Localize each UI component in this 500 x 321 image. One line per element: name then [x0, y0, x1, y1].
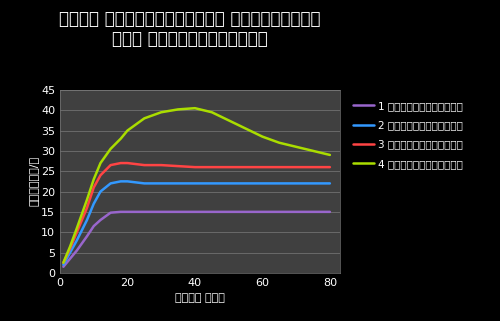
- 3 つのクエリコンポーネント: [293, 165, 299, 169]
- 1 つのクエリコンポーネント: [124, 210, 130, 214]
- 1 つのクエリコンポーネント: [192, 210, 198, 214]
- 3 つのクエリコンポーネント: [90, 186, 96, 189]
- 4 つのクエリコンポーネント: [142, 117, 148, 120]
- 3 つのクエリコンポーネント: [327, 165, 333, 169]
- 3 つのクエリコンポーネント: [142, 163, 148, 167]
- 4 つのクエリコンポーネント: [310, 149, 316, 153]
- 2 つのクエリコンポーネント: [67, 251, 73, 255]
- 2 つのクエリコンポーネント: [118, 179, 124, 183]
- Line: 3 つのクエリコンポーネント: 3 つのクエリコンポーネント: [64, 163, 330, 263]
- 4 つのクエリコンポーネント: [158, 110, 164, 114]
- 2 つのクエリコンポーネント: [108, 181, 114, 185]
- 4 つのクエリコンポーネント: [124, 129, 130, 133]
- 2 つのクエリコンポーネント: [327, 181, 333, 185]
- 3 つのクエリコンポーネント: [118, 161, 124, 165]
- 4 つのクエリコンポーネント: [84, 198, 90, 202]
- 4 つのクエリコンポーネント: [67, 245, 73, 248]
- Line: 1 つのクエリコンポーネント: 1 つのクエリコンポーネント: [64, 212, 330, 267]
- 1 つのクエリコンポーネント: [60, 265, 66, 269]
- Y-axis label: リクエスト数/秒: リクエスト数/秒: [28, 156, 38, 206]
- 4 つのクエリコンポーネント: [226, 118, 232, 122]
- 4 つのクエリコンポーネント: [118, 137, 124, 141]
- 1 つのクエリコンポーネント: [327, 210, 333, 214]
- 3 つのクエリコンポーネント: [124, 161, 130, 165]
- 4 つのクエリコンポーネント: [192, 106, 198, 110]
- 3 つのクエリコンポーネント: [67, 247, 73, 250]
- 2 つのクエリコンポーネント: [226, 181, 232, 185]
- 3 つのクエリコンポーネント: [84, 206, 90, 210]
- 4 つのクエリコンポーネント: [260, 135, 266, 139]
- Line: 2 つのクエリコンポーネント: 2 つのクエリコンポーネント: [64, 181, 330, 265]
- 1 つのクエリコンポーネント: [90, 224, 96, 228]
- Line: 4 つのクエリコンポーネント: 4 つのクエリコンポーネント: [64, 108, 330, 263]
- 1 つのクエリコンポーネント: [158, 210, 164, 214]
- 1 つのクエリコンポーネント: [226, 210, 232, 214]
- 1 つのクエリコンポーネント: [67, 257, 73, 261]
- 3 つのクエリコンポーネント: [226, 165, 232, 169]
- 4 つのクエリコンポーネント: [327, 153, 333, 157]
- 4 つのクエリコンポーネント: [175, 108, 181, 111]
- 2 つのクエリコンポーネント: [260, 181, 266, 185]
- 3 つのクエリコンポーネント: [260, 165, 266, 169]
- 4 つのクエリコンポーネント: [276, 141, 282, 145]
- 2 つのクエリコンポーネント: [60, 263, 66, 267]
- 1 つのクエリコンポーネント: [260, 210, 266, 214]
- 3 つのクエリコンポーネント: [60, 261, 66, 265]
- 1 つのクエリコンポーネント: [118, 210, 124, 214]
- 2 つのクエリコンポーネント: [293, 181, 299, 185]
- 4 つのクエリコンポーネント: [98, 161, 103, 165]
- 2 つのクエリコンポーネント: [84, 218, 90, 222]
- 2 つのクエリコンポーネント: [124, 179, 130, 183]
- 3 つのクエリコンポーネント: [98, 173, 103, 177]
- 1 つのクエリコンポーネント: [108, 211, 114, 215]
- 4 つのクエリコンポーネント: [293, 145, 299, 149]
- 3 つのクエリコンポーネント: [158, 163, 164, 167]
- 4 つのクエリコンポーネント: [74, 226, 80, 230]
- 1 つのクエリコンポーネント: [84, 234, 90, 238]
- 4 つのクエリコンポーネント: [60, 261, 66, 265]
- 3 つのクエリコンポーネント: [74, 230, 80, 234]
- 2 つのクエリコンポーネント: [74, 239, 80, 242]
- 2 つのクエリコンポーネント: [192, 181, 198, 185]
- 3 つのクエリコンポーネント: [192, 165, 198, 169]
- 4 つのクエリコンポーネント: [108, 147, 114, 151]
- Text: ユーザー ロードがさまざまなクエリ コンポーネント数の
クエリ スループットに与える影響: ユーザー ロードがさまざまなクエリ コンポーネント数の クエリ スループットに与…: [60, 10, 321, 48]
- 1 つのクエリコンポーネント: [74, 248, 80, 252]
- 2 つのクエリコンポーネント: [142, 181, 148, 185]
- 2 つのクエリコンポーネント: [90, 202, 96, 206]
- 2 つのクエリコンポーネント: [98, 190, 103, 194]
- 4 つのクエリコンポーネント: [209, 110, 215, 114]
- 4 つのクエリコンポーネント: [90, 178, 96, 181]
- 1 つのクエリコンポーネント: [293, 210, 299, 214]
- X-axis label: ユーザー ロード: ユーザー ロード: [175, 293, 225, 303]
- 2 つのクエリコンポーネント: [158, 181, 164, 185]
- 1 つのクエリコンポーネント: [142, 210, 148, 214]
- 4 つのクエリコンポーネント: [242, 126, 248, 130]
- 3 つのクエリコンポーネント: [108, 163, 114, 167]
- 1 つのクエリコンポーネント: [98, 218, 103, 222]
- Legend: 1 つのクエリコンポーネント, 2 つのクエリコンポーネント, 3 つのクエリコンポーネント, 4 つのクエリコンポーネント: 1 つのクエリコンポーネント, 2 つのクエリコンポーネント, 3 つのクエリコ…: [351, 99, 465, 171]
